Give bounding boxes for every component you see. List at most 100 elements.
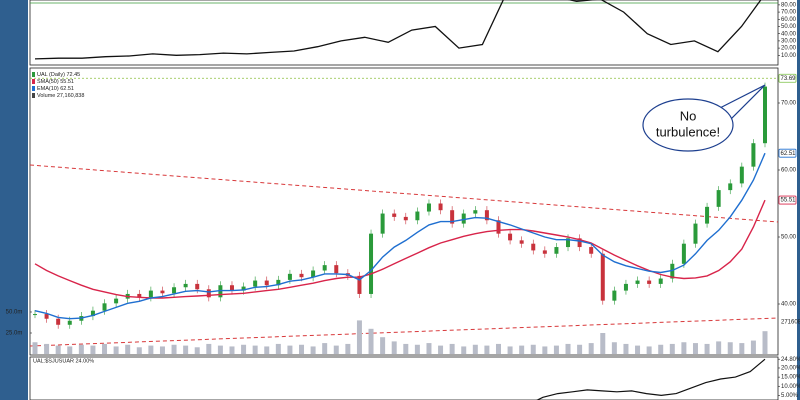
volume-bar: [217, 345, 223, 354]
candle: [403, 216, 408, 221]
candle: [183, 283, 188, 288]
line: [536, 358, 766, 400]
y-tick-label: 24.80%: [781, 357, 800, 363]
candle: [438, 203, 443, 211]
volume-bar: [681, 342, 687, 354]
candle: [229, 285, 234, 291]
volume-bar: [391, 341, 397, 354]
candle: [728, 183, 733, 191]
candle: [148, 290, 153, 298]
y-tick-label: 10.00: [781, 53, 797, 59]
volume-bar: [623, 343, 629, 354]
volume-bar: [438, 345, 444, 354]
candle: [739, 166, 744, 184]
volume-bar: [704, 343, 710, 354]
volume-bar: [762, 331, 768, 354]
callout-cover: [710, 111, 722, 131]
y-tick-label: 25.0m: [6, 331, 23, 337]
candle: [531, 243, 536, 251]
candle: [566, 238, 571, 248]
candle: [287, 273, 292, 280]
candle: [137, 293, 142, 298]
candle: [589, 247, 594, 254]
y-tick-label: 5.00%: [781, 393, 799, 399]
candle: [647, 280, 652, 284]
volume-bar: [403, 343, 409, 354]
volume-bar: [287, 345, 293, 354]
legend-swatch: [32, 86, 35, 91]
volume-bar: [345, 343, 351, 354]
volume-bar: [426, 343, 432, 354]
candle: [693, 223, 698, 244]
candle: [461, 213, 466, 224]
candle: [172, 287, 177, 294]
candle: [44, 314, 49, 319]
candle: [33, 314, 37, 316]
volume-last-label: 27160838: [781, 320, 800, 326]
candle: [600, 253, 605, 301]
volume-bar: [495, 343, 501, 354]
candle: [450, 210, 455, 224]
volume-bar: [553, 345, 559, 354]
candle: [635, 280, 640, 284]
candle: [542, 250, 547, 254]
volume-bar: [356, 320, 362, 354]
volume-bar: [264, 346, 270, 354]
volume-bar: [125, 344, 131, 354]
price-tag-label: 55.51: [781, 198, 797, 204]
trend-line: [29, 164, 779, 223]
legend-swatch: [32, 79, 35, 84]
candle: [554, 247, 559, 254]
candle: [369, 233, 374, 294]
candle: [264, 280, 269, 286]
side-strip: [797, 0, 800, 400]
candle: [484, 210, 489, 221]
legend-label: Volume 27,160,838: [37, 93, 84, 99]
candle: [160, 290, 165, 294]
candle: [299, 273, 304, 278]
y-tick-label: 80.00: [781, 2, 797, 8]
volume-bar: [519, 345, 525, 354]
price-tag-label: 62.51: [781, 151, 797, 157]
volume-bar: [472, 344, 478, 354]
volume-bar: [206, 343, 212, 354]
candle: [380, 213, 385, 234]
volume-bar: [136, 347, 142, 354]
y-tick-label: 20.00: [781, 46, 797, 52]
candle: [276, 279, 281, 286]
volume-bar: [507, 346, 513, 354]
candle: [681, 243, 686, 264]
volume-bar: [449, 343, 455, 354]
volume-bar: [484, 345, 490, 354]
volume-bar: [658, 344, 664, 354]
candle: [612, 290, 617, 301]
volume-bar: [565, 343, 571, 354]
volume-bar: [275, 343, 281, 354]
y-tick-label: 70.00: [781, 10, 797, 16]
candle: [67, 320, 72, 325]
volume-bar: [229, 346, 235, 354]
y-tick-label: 50.00: [781, 235, 797, 241]
volume-bar: [530, 344, 536, 354]
volume-bar: [67, 346, 73, 354]
y-tick-label: 15.00%: [781, 375, 800, 381]
volume-bar: [380, 337, 386, 354]
volume-bar: [716, 341, 722, 354]
volume-bar: [333, 345, 339, 354]
candle: [392, 213, 397, 217]
volume-bar: [542, 346, 548, 354]
legend-swatch: [32, 93, 35, 98]
y-tick-label: 60.00: [781, 168, 797, 174]
legend-swatch: [32, 72, 35, 77]
volume-bar: [750, 340, 756, 354]
candle: [705, 206, 710, 224]
candle: [102, 303, 107, 311]
volume-bar: [171, 344, 177, 354]
volume-bar: [55, 345, 61, 354]
volume-bar: [299, 344, 305, 354]
candle: [311, 270, 316, 278]
candle: [508, 233, 513, 241]
volume-bar: [646, 346, 652, 354]
volume-bar: [241, 344, 247, 354]
trend-line: [29, 317, 779, 347]
